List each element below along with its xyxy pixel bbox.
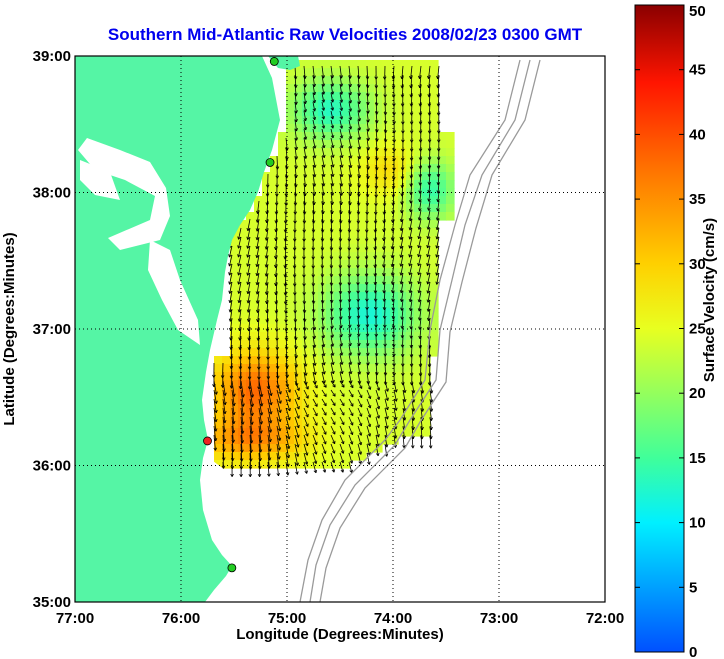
map-title: Southern Mid-Atlantic Raw Velocities 200… xyxy=(108,25,583,44)
x-tick-labels: 77:00 76:00 75:00 74:00 73:00 72:00 xyxy=(56,610,624,627)
y-tick-label: 39:00 xyxy=(33,48,71,65)
colorbar-tick-label: 35 xyxy=(689,191,706,208)
colorbar-label: Surface Velocity (cm/s) xyxy=(701,218,718,382)
radar-station-marker xyxy=(265,158,275,167)
chesapeake-bay xyxy=(78,138,170,250)
x-tick-label: 77:00 xyxy=(56,610,94,627)
grid-lines xyxy=(75,56,605,602)
y-tick-labels: 35:00 36:00 37:00 38:00 39:00 xyxy=(33,48,71,611)
radar-stations xyxy=(203,57,279,573)
colorbar-tick-label: 0 xyxy=(689,644,697,659)
x-tick-label: 72:00 xyxy=(586,610,624,627)
x-tick-label: 75:00 xyxy=(268,610,306,627)
colorbar-tick-label: 40 xyxy=(689,126,706,143)
colorbar-tick-label: 15 xyxy=(689,450,706,467)
colorbar-ticks: 0 5 10 15 20 25 30 35 40 45 50 xyxy=(635,3,706,659)
radar-station-marker xyxy=(269,57,279,66)
colorbar-tick-label: 25 xyxy=(689,321,706,338)
radar-station-marker xyxy=(227,563,237,573)
y-tick-label: 37:00 xyxy=(33,321,71,338)
map-frame xyxy=(74,55,606,603)
x-axis-label: Longitude (Degrees:Minutes) xyxy=(236,626,444,643)
y-tick-label: 35:00 xyxy=(33,594,71,611)
y-tick-label: 38:00 xyxy=(33,185,71,202)
radar-station-marker xyxy=(203,436,212,446)
colorbar-tick-label: 45 xyxy=(689,62,706,79)
map-panel xyxy=(75,56,605,602)
bathymetry-contours xyxy=(299,59,541,602)
colorbar-tick-label: 30 xyxy=(689,256,706,273)
velocity-field xyxy=(212,60,455,478)
x-tick-label: 76:00 xyxy=(162,610,200,627)
colorbar-tick-label: 20 xyxy=(689,385,706,402)
lower-bay xyxy=(148,240,200,345)
colorbar-tick-label: 5 xyxy=(689,579,697,596)
pamlico-sound xyxy=(205,455,234,540)
land-mass xyxy=(75,56,300,602)
colorbar-tick-label: 10 xyxy=(689,515,706,532)
y-axis-label: Latitude (Degrees:Minutes) xyxy=(1,232,18,425)
x-tick-label: 74:00 xyxy=(374,610,412,627)
colorbar xyxy=(634,4,685,653)
colorbar-tick-label: 50 xyxy=(689,3,706,20)
y-tick-label: 36:00 xyxy=(33,458,71,475)
x-tick-label: 73:00 xyxy=(480,610,518,627)
